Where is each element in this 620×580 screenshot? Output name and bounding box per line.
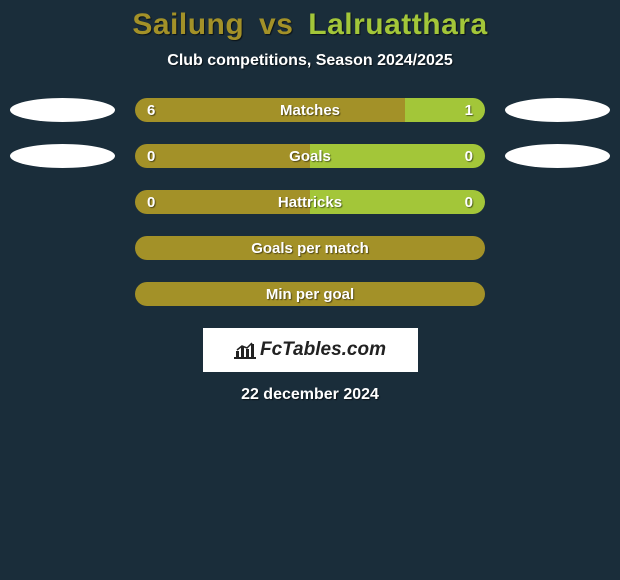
stat-label: Goals per match — [135, 236, 485, 260]
stat-row: Min per goal — [0, 282, 620, 306]
player2-name: Lalruatthara — [308, 8, 487, 41]
stat-value-right: 1 — [465, 98, 473, 122]
stat-value-left: 0 — [147, 144, 155, 168]
date: 22 december 2024 — [0, 386, 620, 404]
stat-row: Goals per match — [0, 236, 620, 260]
logo: FcTables.com — [234, 339, 386, 361]
stat-bar: Hattricks0 0 — [135, 190, 485, 214]
right-oval — [505, 98, 610, 122]
stat-bar: Goals per match — [135, 236, 485, 260]
subtitle: Club competitions, Season 2024/2025 — [0, 52, 620, 70]
stat-row: Matches6 1 — [0, 98, 620, 122]
stat-bar: Matches6 1 — [135, 98, 485, 122]
stat-value-right: 0 — [465, 190, 473, 214]
player1-name: Sailung — [132, 8, 244, 41]
comparison-title: Sailung vs Lalruatthara — [0, 8, 620, 42]
stat-value-right: 0 — [465, 144, 473, 168]
right-oval — [505, 144, 610, 168]
logo-text: FcTables.com — [260, 339, 386, 361]
stat-bar: Min per goal — [135, 282, 485, 306]
left-oval — [10, 144, 115, 168]
stats-rows: Matches61Goals00Hattricks00Goals per mat… — [0, 98, 620, 306]
chart-icon — [234, 341, 256, 359]
stat-value-left: 6 — [147, 98, 155, 122]
stat-label: Hattricks — [135, 190, 485, 214]
stat-label: Goals — [135, 144, 485, 168]
logo-box: FcTables.com — [203, 328, 418, 372]
left-oval — [10, 98, 115, 122]
stat-label: Matches — [135, 98, 485, 122]
stat-value-left: 0 — [147, 190, 155, 214]
stat-bar: Goals0 0 — [135, 144, 485, 168]
stat-row: Goals0 0 — [0, 144, 620, 168]
stat-row: Hattricks0 0 — [0, 190, 620, 214]
vs-text: vs — [259, 8, 293, 41]
stat-label: Min per goal — [135, 282, 485, 306]
